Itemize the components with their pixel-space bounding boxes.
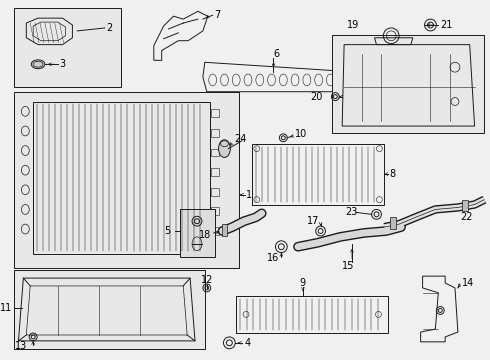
Bar	[221, 224, 227, 236]
Text: 14: 14	[462, 278, 474, 288]
Text: 16: 16	[268, 253, 280, 264]
Text: 8: 8	[389, 169, 395, 179]
Text: 23: 23	[345, 207, 358, 217]
Text: 21: 21	[440, 20, 453, 30]
Bar	[211, 129, 219, 137]
Bar	[211, 109, 219, 117]
Text: 10: 10	[295, 129, 307, 139]
Bar	[211, 227, 219, 235]
Text: 12: 12	[200, 275, 213, 285]
Text: 7: 7	[215, 10, 221, 20]
Ellipse shape	[31, 60, 45, 69]
Text: 5: 5	[164, 226, 171, 236]
Text: 15: 15	[342, 261, 355, 271]
Text: 17: 17	[307, 216, 319, 226]
Bar	[462, 199, 468, 211]
Bar	[211, 149, 219, 157]
Bar	[33, 102, 210, 253]
Ellipse shape	[219, 140, 230, 157]
Bar	[332, 35, 485, 133]
Text: 6: 6	[273, 49, 280, 59]
Bar	[211, 188, 219, 196]
Bar	[14, 8, 122, 87]
Text: 2: 2	[107, 23, 113, 33]
Bar	[14, 92, 239, 268]
Text: 1: 1	[246, 190, 252, 200]
Text: 20: 20	[310, 91, 322, 102]
Text: 24: 24	[234, 134, 246, 144]
Bar	[236, 296, 388, 333]
Text: 13: 13	[15, 341, 27, 351]
Text: 11: 11	[0, 302, 13, 312]
Bar	[180, 210, 215, 257]
Text: 4: 4	[244, 338, 250, 348]
Text: 3: 3	[60, 59, 66, 69]
Text: 22: 22	[460, 212, 472, 222]
Bar	[390, 217, 396, 229]
Bar	[14, 270, 205, 349]
Bar	[211, 207, 219, 215]
Bar	[211, 168, 219, 176]
Bar	[252, 144, 384, 204]
Text: 9: 9	[300, 278, 306, 288]
Text: 19: 19	[347, 20, 359, 30]
Text: 18: 18	[199, 230, 212, 240]
